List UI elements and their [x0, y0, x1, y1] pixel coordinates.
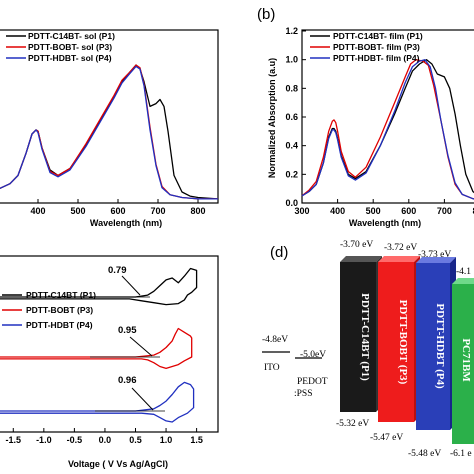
onset-label-p1: 0.79	[108, 265, 127, 276]
panel-b-ylabel: Normalized Absorption (a.u)	[267, 58, 277, 178]
panel-b-x-tick-label: 300	[294, 206, 309, 216]
panel-c-x-tick-label: 0.0	[99, 435, 112, 445]
p4-block-top	[416, 257, 456, 263]
p4-block	[416, 263, 450, 430]
panel-a-legend: PDTT-C14BT- sol (P1) PDTT-BOBT- sol (P3)…	[6, 31, 115, 63]
panel-a-x-ticks: 400 500 600 700 800	[30, 199, 206, 216]
panel-b-x-tick-label: 800	[472, 206, 474, 216]
p1-block	[340, 262, 376, 412]
p1-block-top	[340, 256, 382, 262]
panel-a-series-line-1	[0, 64, 218, 200]
pedot-level-label: -5.0eV	[300, 350, 326, 360]
panel-c-x-tick-label: -0.5	[67, 435, 83, 445]
legend-label-p4: PDTT-HDBT- film (P4)	[333, 53, 420, 63]
panel-b-y-tick-label: 0.6	[285, 112, 298, 122]
legend-label-p1: PDTT-C14BT (P1)	[26, 290, 96, 300]
panel-c-x-ticks: -1.5 -1.0 -0.5 0.0 0.5 1.0 1.5	[6, 428, 203, 445]
pedot-label: PEDOT	[297, 377, 328, 387]
panel-b-x-tick-label: 600	[401, 206, 416, 216]
panel-b-x-tick-label: 400	[330, 206, 345, 216]
legend-label-p3: PDTT-BOBT (P3)	[26, 305, 93, 315]
pcbm-block	[452, 284, 474, 444]
panel-d-letter: (d)	[270, 244, 288, 261]
onset-arrow-p4	[131, 387, 154, 411]
legend-label-p3: PDTT-BOBT- film (P3)	[333, 42, 420, 52]
pcbm-block-top	[452, 278, 474, 284]
pss-label: :PSS	[294, 389, 313, 399]
onset-label-p4: 0.96	[118, 375, 137, 386]
pcbm-lumo-label: -4.1	[456, 267, 471, 277]
onset-label-p3: 0.95	[118, 325, 137, 336]
pcbm-block-label: PC71BM	[460, 338, 472, 382]
panel-c-x-tick-label: 1.0	[160, 435, 173, 445]
panel-c-x-tick-label: -1.5	[6, 435, 22, 445]
panel-a-series-line-2	[0, 65, 218, 200]
p4-homo-label: -5.48 eV	[408, 449, 441, 459]
panel-b-ticks: 300 400 500 600 700 800 0.0 0.2 0.4 0.6 0.8 1.0 1.2	[285, 26, 474, 216]
panel-a-x-tick-label: 400	[30, 206, 45, 216]
p1-lumo-label: -3.70 eV	[340, 240, 373, 250]
panel-b-y-tick-label: 0.0	[285, 198, 298, 208]
ito-label: ITO	[264, 363, 280, 373]
panel-c-x-tick-label: 0.5	[129, 435, 142, 445]
panel-a-series-line-0	[0, 64, 219, 200]
panel-b-legend: PDTT-C14BT- film (P1) PDTT-BOBT- film (P…	[310, 31, 423, 63]
panel-b-xlabel: Wavelength (nm)	[349, 218, 421, 228]
panel-c-legend: PDTT-C14BT (P1) PDTT-BOBT (P3) PDTT-HDBT…	[2, 290, 96, 330]
p3-homo-label: -5.47 eV	[370, 433, 403, 443]
panel-b-y-tick-label: 0.8	[285, 83, 298, 93]
panel-c: -1.5 -1.0 -0.5 0.0 0.5 1.0 1.5 PDTT-C14BT (P1)…	[0, 255, 219, 469]
panel-a-x-tick-label: 600	[110, 206, 125, 216]
legend-label-p4: PDTT-HDBT (P4)	[26, 320, 93, 330]
onset-arrow-p1	[121, 275, 141, 296]
panel-b: (b) 300 400 500 600 700 800 0.0 0.2 0.4 0.6 0.8 1.0…	[257, 6, 474, 228]
legend-label-p1: PDTT-C14BT- sol (P1)	[28, 31, 115, 41]
panel-c-annotations: 0.79 0.95 0.96	[80, 265, 165, 412]
panel-a: 400 500 600 700 800 PDTT-C14BT- sol (P1) PDT…	[0, 29, 219, 228]
panel-b-series	[301, 59, 474, 200]
panel-a-x-tick-label: 800	[190, 206, 205, 216]
onset-arrow-p3	[129, 336, 153, 357]
p4-lumo-label: -3.73 eV	[418, 250, 451, 260]
legend-label-p4: PDTT-HDBT- sol (P4)	[28, 53, 112, 63]
legend-label-p1: PDTT-C14BT- film (P1)	[333, 31, 423, 41]
panel-c-frame	[0, 255, 219, 433]
p3-block-top	[378, 256, 420, 262]
panel-a-frame	[0, 29, 219, 204]
panel-d: (d) -4.8eV -5.0eV ITO PEDOT :PSS PDTT-C1…	[262, 240, 474, 459]
panel-b-series-line-2	[301, 59, 474, 200]
p3-lumo-label: -3.72 eV	[384, 243, 417, 253]
panel-b-y-tick-label: 0.2	[285, 169, 298, 179]
panel-c-series-line-0	[0, 267, 198, 306]
panel-a-xlabel: Wavelength (nm)	[90, 218, 162, 228]
panel-b-y-tick-label: 1.2	[285, 26, 298, 36]
panel-b-y-tick-label: 0.4	[285, 141, 298, 151]
ito-level-label: -4.8eV	[262, 335, 288, 345]
panel-c-series	[0, 267, 198, 423]
panel-a-x-tick-label: 700	[150, 206, 165, 216]
panel-c-x-tick-label: -1.0	[36, 435, 52, 445]
panel-c-xlabel: Voltage ( V Vs Ag/AgCl)	[68, 459, 168, 469]
p1-homo-label: -5.32 eV	[336, 419, 369, 429]
p3-block-label: PDTT-BOBT (P3)	[397, 300, 409, 385]
panel-c-series-line-1	[0, 327, 193, 370]
panel-b-x-tick-label: 700	[437, 206, 452, 216]
panel-c-x-tick-label: 1.5	[190, 435, 203, 445]
panel-a-series	[0, 64, 219, 200]
panel-c-series-line-2	[0, 381, 195, 423]
panel-b-letter: (b)	[257, 6, 275, 23]
p1-block-label: PDTT-C14BT (P1)	[359, 293, 371, 381]
pcbm-homo-label: -6.1 e	[450, 449, 472, 459]
panel-b-y-tick-label: 1.0	[285, 55, 298, 65]
p4-block-label: PDTT-HDBT (P4)	[434, 303, 446, 389]
panel-b-x-tick-label: 500	[366, 206, 381, 216]
panel-a-x-tick-label: 500	[70, 206, 85, 216]
p3-block	[378, 262, 414, 422]
legend-label-p3: PDTT-BOBT- sol (P3)	[28, 42, 112, 52]
